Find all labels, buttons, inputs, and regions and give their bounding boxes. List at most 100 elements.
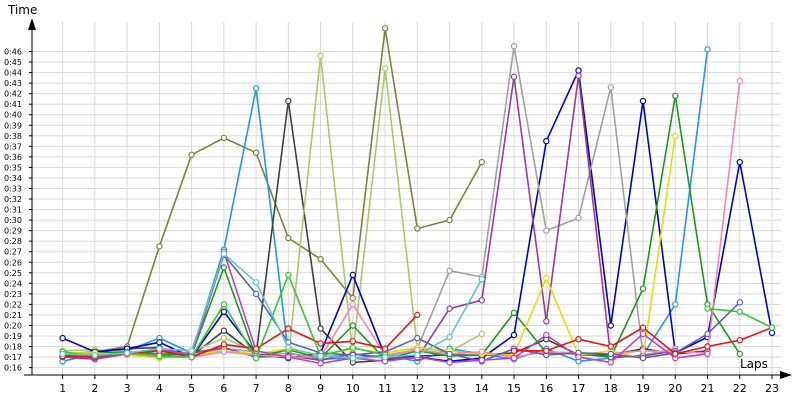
series-line	[62, 54, 483, 358]
series-line	[62, 45, 676, 358]
data-point	[156, 352, 163, 360]
data-point	[285, 344, 292, 351]
x-tick-label: 21	[701, 382, 715, 395]
data-point	[220, 301, 228, 308]
data-point	[349, 301, 356, 308]
y-tick-label: 0:28	[4, 237, 22, 246]
data-point	[672, 301, 679, 308]
x-tick-label: 3	[124, 382, 131, 395]
grid	[32, 22, 781, 375]
data-point	[704, 350, 711, 358]
y-tick-label: 0:19	[4, 332, 22, 341]
data-point	[478, 297, 485, 304]
data-point	[220, 341, 228, 348]
data-point	[543, 137, 550, 145]
series-8	[59, 92, 744, 363]
data-point	[349, 354, 356, 362]
data-point	[220, 264, 228, 271]
y-tick-label: 0:39	[4, 121, 22, 130]
x-tick-label: 10	[346, 382, 360, 395]
data-point	[349, 294, 356, 302]
data-point	[252, 345, 260, 352]
data-point	[414, 334, 421, 342]
data-point	[510, 43, 518, 50]
data-point	[543, 318, 550, 325]
data-point	[672, 132, 679, 139]
y-tick-label: 0:34	[4, 174, 22, 183]
x-tick-label: 13	[443, 382, 457, 395]
data-point	[575, 72, 582, 79]
data-point	[639, 330, 647, 338]
series-15	[59, 250, 485, 362]
data-point	[381, 345, 389, 352]
y-tick-label: 0:30	[4, 216, 22, 225]
y-tick-label: 0:46	[4, 48, 22, 57]
y-tick-label: 0:35	[4, 163, 22, 172]
data-point	[285, 97, 292, 105]
series-lines	[59, 25, 776, 367]
data-point	[704, 46, 711, 53]
data-point	[317, 325, 324, 332]
data-point	[575, 353, 582, 361]
data-point	[252, 149, 260, 156]
y-tick-label: 0:29	[4, 227, 22, 236]
data-point	[252, 290, 260, 298]
x-tick-label: 8	[285, 382, 292, 395]
x-axis-title: Laps	[740, 357, 768, 371]
data-point	[478, 330, 485, 338]
data-point	[736, 158, 744, 166]
y-tick-label: 0:40	[4, 111, 22, 120]
data-point	[252, 354, 260, 362]
data-point	[317, 255, 324, 263]
data-point	[91, 351, 99, 359]
data-point	[736, 299, 744, 306]
data-point	[639, 354, 647, 362]
y-tick-label: 0:22	[4, 300, 22, 309]
data-point	[381, 65, 389, 72]
data-point	[446, 305, 453, 312]
y-tick-label: 0:36	[4, 153, 22, 162]
axes	[24, 18, 792, 379]
data-point	[317, 360, 324, 367]
x-axis-arrow	[780, 371, 792, 379]
data-point	[188, 347, 195, 354]
series-1	[59, 25, 485, 358]
data-point	[768, 329, 776, 337]
data-point	[220, 250, 228, 257]
y-tick-label: 0:33	[4, 184, 22, 193]
data-point	[252, 279, 260, 286]
y-tick-label: 0:26	[4, 258, 22, 267]
data-point	[672, 350, 679, 358]
data-point	[736, 77, 744, 85]
data-point	[510, 309, 518, 316]
series-7	[59, 72, 679, 364]
data-point	[446, 359, 453, 366]
data-point	[736, 337, 744, 344]
x-tick-label: 7	[253, 382, 260, 395]
data-point	[381, 25, 389, 32]
data-point	[510, 73, 518, 81]
data-point	[188, 151, 195, 158]
series-6	[59, 43, 679, 361]
data-point	[639, 347, 647, 354]
data-point	[446, 333, 453, 341]
data-point	[478, 275, 485, 283]
x-tick-label: 14	[475, 382, 489, 395]
data-point	[156, 243, 163, 250]
x-tick-label: 23	[765, 382, 779, 395]
data-point	[607, 350, 615, 358]
data-point	[59, 350, 66, 358]
data-point	[317, 52, 324, 59]
data-point	[607, 359, 615, 366]
data-point	[414, 346, 421, 353]
data-point	[672, 92, 679, 100]
data-point	[736, 308, 744, 315]
data-point	[285, 271, 292, 279]
x-tick-label: 2	[91, 382, 98, 395]
y-axis-title: Time	[7, 3, 37, 17]
data-point	[704, 330, 711, 338]
data-point	[575, 336, 582, 343]
y-tick-label: 0:41	[4, 100, 22, 109]
data-point	[510, 347, 518, 354]
data-point	[478, 348, 485, 355]
